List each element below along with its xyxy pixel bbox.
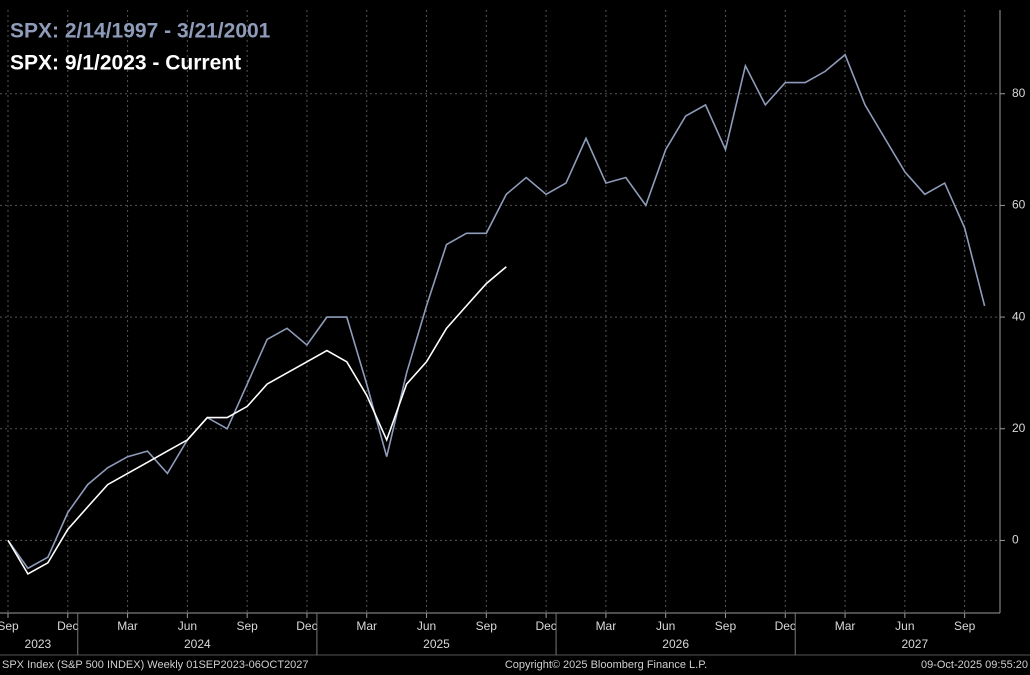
x-tick-label: Dec: [775, 619, 796, 633]
legend-entry: SPX: 2/14/1997 - 3/21/2001: [10, 20, 271, 43]
x-year-label: 2025: [423, 637, 450, 651]
x-tick-label: Sep: [0, 619, 19, 633]
legend-entry: SPX: 9/1/2023 - Current: [10, 52, 241, 75]
y-tick-label: 40: [1012, 309, 1026, 323]
x-tick-label: Dec: [57, 619, 78, 633]
x-tick-label: Sep: [954, 619, 976, 633]
footer-left: SPX Index (S&P 500 INDEX) Weekly 01SEP20…: [2, 659, 309, 671]
series-line: [7, 53, 986, 570]
y-tick-label: 80: [1012, 86, 1026, 100]
x-tick-label: Sep: [236, 619, 258, 633]
x-tick-label: Mar: [596, 619, 617, 633]
y-tick-label: 60: [1012, 198, 1026, 212]
x-tick-label: Jun: [656, 619, 675, 633]
x-tick-label: Jun: [895, 619, 914, 633]
x-tick-label: Mar: [117, 619, 138, 633]
series-line: [7, 266, 507, 575]
x-year-label: 2026: [662, 637, 689, 651]
x-tick-label: Dec: [296, 619, 317, 633]
x-year-label: 2027: [901, 637, 928, 651]
footer-right: 09-Oct-2025 09:55:20: [921, 659, 1028, 671]
x-tick-label: Sep: [715, 619, 737, 633]
y-tick-label: 0: [1012, 533, 1019, 547]
footer-center: Copyright© 2025 Bloomberg Finance L.P.: [505, 659, 707, 671]
x-tick-label: Jun: [178, 619, 197, 633]
x-tick-label: Sep: [476, 619, 498, 633]
x-tick-label: Mar: [835, 619, 856, 633]
x-year-label: 2023: [25, 637, 52, 651]
x-tick-label: Mar: [356, 619, 377, 633]
y-tick-label: 20: [1012, 421, 1026, 435]
x-tick-label: Jun: [417, 619, 436, 633]
x-year-label: 2024: [184, 637, 211, 651]
x-tick-label: Dec: [535, 619, 556, 633]
